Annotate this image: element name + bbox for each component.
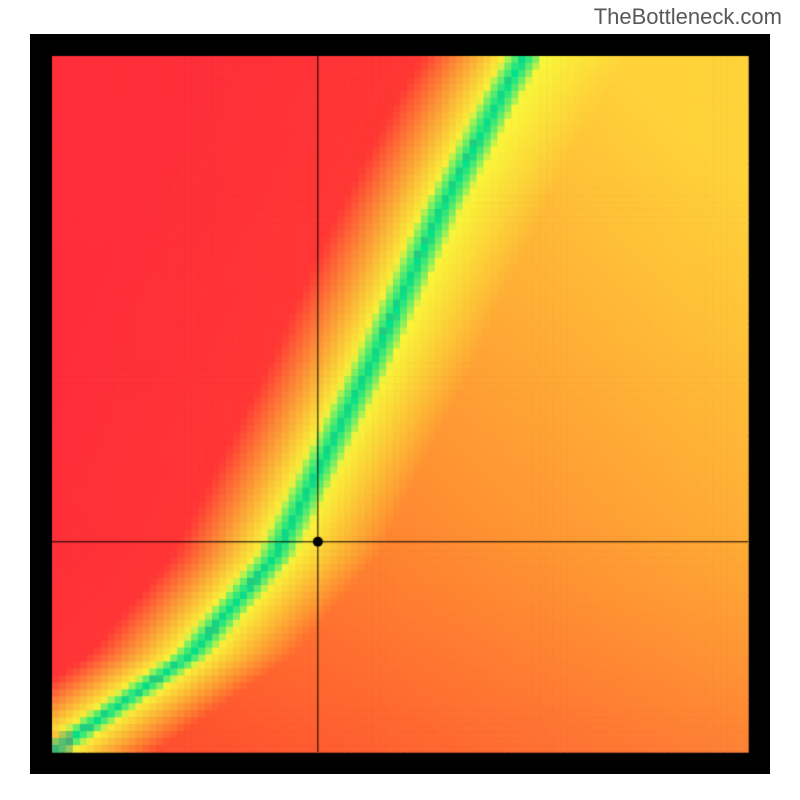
watermark-text: TheBottleneck.com [594,4,782,30]
chart-frame [30,34,770,774]
chart-container: TheBottleneck.com [0,0,800,800]
heatmap-canvas [30,34,770,774]
